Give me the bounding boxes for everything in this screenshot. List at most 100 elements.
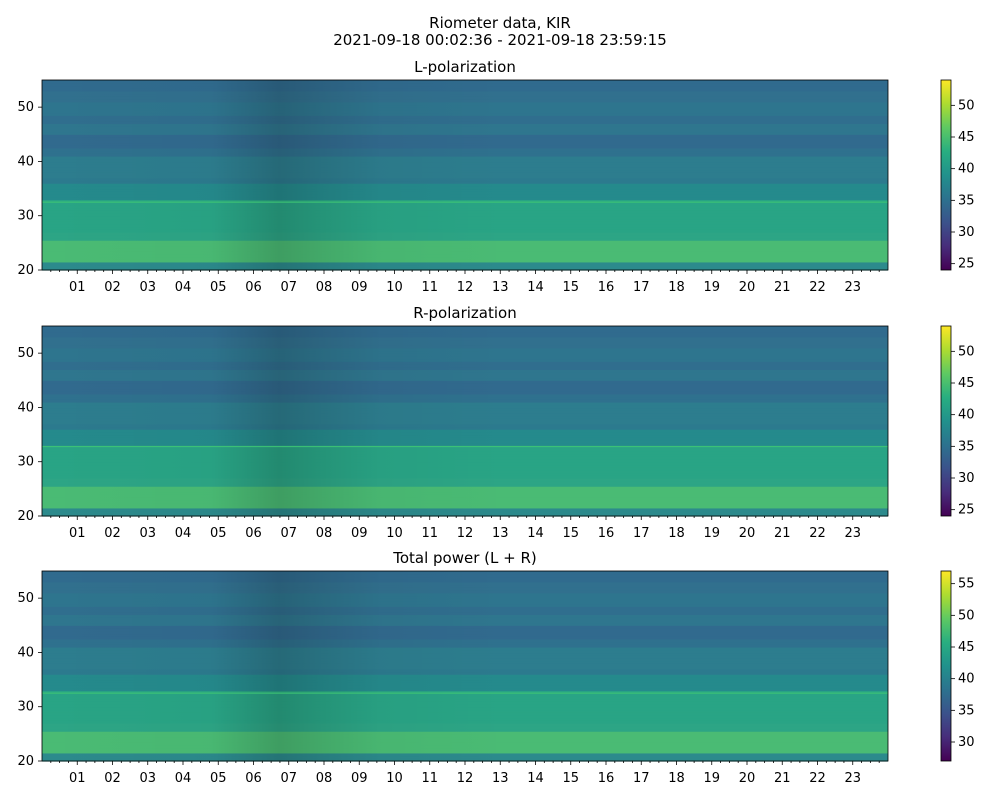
x-tick-label: 17 (633, 526, 650, 541)
x-tick-label: 10 (386, 280, 403, 295)
x-tick-label: 18 (668, 526, 685, 541)
x-tick-label: 16 (598, 280, 615, 295)
heatmap (42, 571, 888, 762)
x-tick-label: 04 (175, 771, 192, 786)
colorbar-tick-label: 40 (958, 162, 975, 177)
x-tick-label: 16 (598, 526, 615, 541)
x-tick-label: 02 (104, 280, 121, 295)
x-tick-label: 11 (421, 526, 438, 541)
x-tick-label: 12 (457, 771, 474, 786)
x-tick-label: 11 (421, 280, 438, 295)
y-tick-label: 40 (17, 645, 34, 660)
diurnal-shading (42, 80, 888, 270)
x-tick-label: 18 (668, 771, 685, 786)
y-tick-label: 50 (17, 346, 34, 361)
x-tick-label: 07 (280, 280, 297, 295)
y-tick-label: 30 (17, 455, 34, 470)
x-tick-label: 14 (527, 280, 544, 295)
y-tick-label: 20 (17, 263, 34, 278)
y-tick-label: 50 (17, 100, 34, 115)
x-tick-label: 03 (139, 526, 156, 541)
panel-2: R-polarization 20 30 40 50 01 02 03 04 05 06 07 08 09… (17, 304, 974, 541)
colorbar-tick-label: 45 (958, 130, 975, 145)
heatmap (42, 326, 888, 517)
x-tick-label: 20 (739, 280, 756, 295)
heatmap (42, 80, 888, 271)
colorbar-gradient (940, 79, 952, 271)
x-tick-label: 17 (633, 280, 650, 295)
x-tick-label: 13 (492, 771, 509, 786)
x-tick-label: 01 (69, 280, 86, 295)
y-tick-label: 40 (17, 400, 34, 415)
y-tick-label: 50 (17, 591, 34, 606)
x-tick-label: 18 (668, 280, 685, 295)
x-tick-label: 12 (457, 526, 474, 541)
panel-title: R-polarization (413, 304, 516, 322)
colorbar-tick-label: 40 (958, 408, 975, 423)
x-tick-label: 01 (69, 526, 86, 541)
figure-subtitle: 2021-09-18 00:02:36 - 2021-09-18 23:59:1… (333, 31, 667, 49)
colorbar-tick-label: 55 (958, 577, 975, 592)
x-tick-label: 08 (316, 280, 333, 295)
x-tick-label: 23 (844, 280, 861, 295)
y-tick-label: 20 (17, 509, 34, 524)
x-tick-label: 02 (104, 771, 121, 786)
x-tick-label: 01 (69, 771, 86, 786)
y-tick-label: 40 (17, 154, 34, 169)
x-tick-label: 05 (210, 280, 227, 295)
colorbar-tick-label: 50 (958, 344, 975, 359)
x-tick-label: 13 (492, 280, 509, 295)
x-tick-label: 23 (844, 771, 861, 786)
x-tick-label: 21 (774, 280, 791, 295)
x-tick-label: 06 (245, 771, 262, 786)
colorbar-tick-label: 35 (958, 439, 975, 454)
colorbar-tick-label: 35 (958, 193, 975, 208)
x-tick-label: 10 (386, 771, 403, 786)
y-tick-label: 20 (17, 754, 34, 769)
x-tick-label: 19 (703, 771, 720, 786)
colorbar-tick-label: 45 (958, 640, 975, 655)
x-tick-label: 05 (210, 771, 227, 786)
x-tick-label: 03 (139, 771, 156, 786)
panel-title: Total power (L + R) (392, 549, 537, 567)
x-tick-label: 07 (280, 526, 297, 541)
x-tick-label: 05 (210, 526, 227, 541)
y-tick-label: 30 (17, 700, 34, 715)
x-tick-label: 06 (245, 526, 262, 541)
colorbar: 30 35 40 45 50 55 (940, 570, 975, 762)
colorbar-tick-label: 30 (958, 225, 975, 240)
y-tick-label: 30 (17, 209, 34, 224)
x-tick-label: 15 (562, 280, 579, 295)
x-tick-label: 21 (774, 526, 791, 541)
x-tick-label: 14 (527, 771, 544, 786)
colorbar-tick-label: 30 (958, 735, 975, 750)
x-tick-label: 08 (316, 526, 333, 541)
x-tick-label: 09 (351, 280, 368, 295)
colorbar-tick-label: 30 (958, 471, 975, 486)
diurnal-shading (42, 326, 888, 516)
colorbar-tick-label: 25 (958, 503, 975, 518)
x-tick-label: 12 (457, 280, 474, 295)
x-tick-label: 04 (175, 280, 192, 295)
x-tick-label: 22 (809, 771, 826, 786)
colorbar-gradient (940, 570, 952, 762)
x-tick-label: 15 (562, 771, 579, 786)
panel-title: L-polarization (414, 58, 516, 76)
x-tick-label: 19 (703, 280, 720, 295)
x-tick-label: 19 (703, 526, 720, 541)
x-tick-label: 03 (139, 280, 156, 295)
colorbar: 25 30 35 40 45 50 (940, 79, 975, 272)
x-tick-label: 20 (739, 526, 756, 541)
x-tick-label: 23 (844, 526, 861, 541)
x-tick-label: 06 (245, 280, 262, 295)
colorbar-tick-label: 35 (958, 703, 975, 718)
x-tick-label: 15 (562, 526, 579, 541)
x-tick-label: 17 (633, 771, 650, 786)
colorbar-gradient (940, 325, 952, 517)
colorbar-tick-label: 50 (958, 608, 975, 623)
colorbar: 25 30 35 40 45 50 (940, 325, 975, 518)
x-tick-label: 09 (351, 771, 368, 786)
colorbar-tick-label: 45 (958, 376, 975, 391)
x-tick-label: 02 (104, 526, 121, 541)
x-tick-label: 13 (492, 526, 509, 541)
